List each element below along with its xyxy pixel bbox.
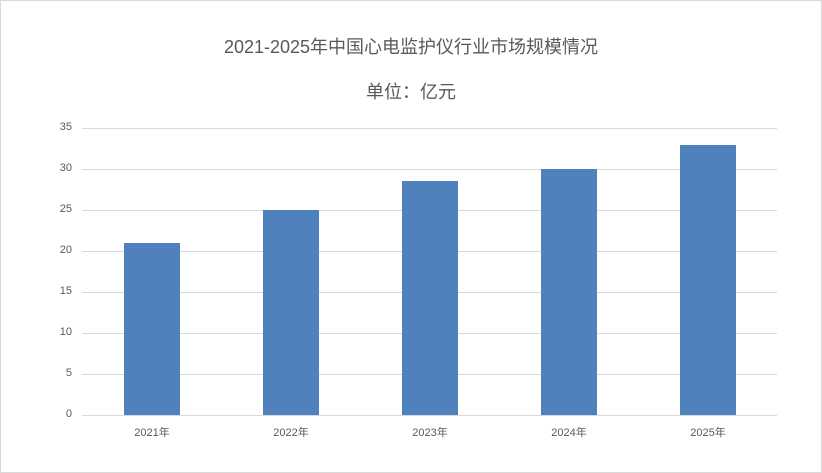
bar [402,181,458,415]
y-tick-label: 5 [65,367,72,379]
x-tick-label: 2023年 [412,427,448,439]
chart-subtitle: 单位：亿元 [366,82,456,102]
bar [124,243,180,415]
y-tick-label: 35 [59,121,72,133]
bar [263,210,319,415]
y-tick-label: 15 [59,285,72,297]
y-tick-label: 25 [59,203,72,215]
gridline [82,415,777,416]
y-tick-label: 20 [59,244,72,256]
gridline [82,169,777,170]
bar [541,169,597,415]
y-tick-label: 0 [65,408,72,420]
x-tick-label: 2025年 [690,427,726,439]
y-tick-label: 30 [59,162,72,174]
y-tick-label: 10 [59,326,72,338]
chart-title: 2021-2025年中国心电监护仪行业市场规模情况 [223,37,599,57]
gridline [82,128,777,129]
bar [680,145,736,415]
x-tick-label: 2021年 [134,427,170,439]
x-tick-label: 2022年 [273,427,309,439]
x-tick-label: 2024年 [551,427,587,439]
